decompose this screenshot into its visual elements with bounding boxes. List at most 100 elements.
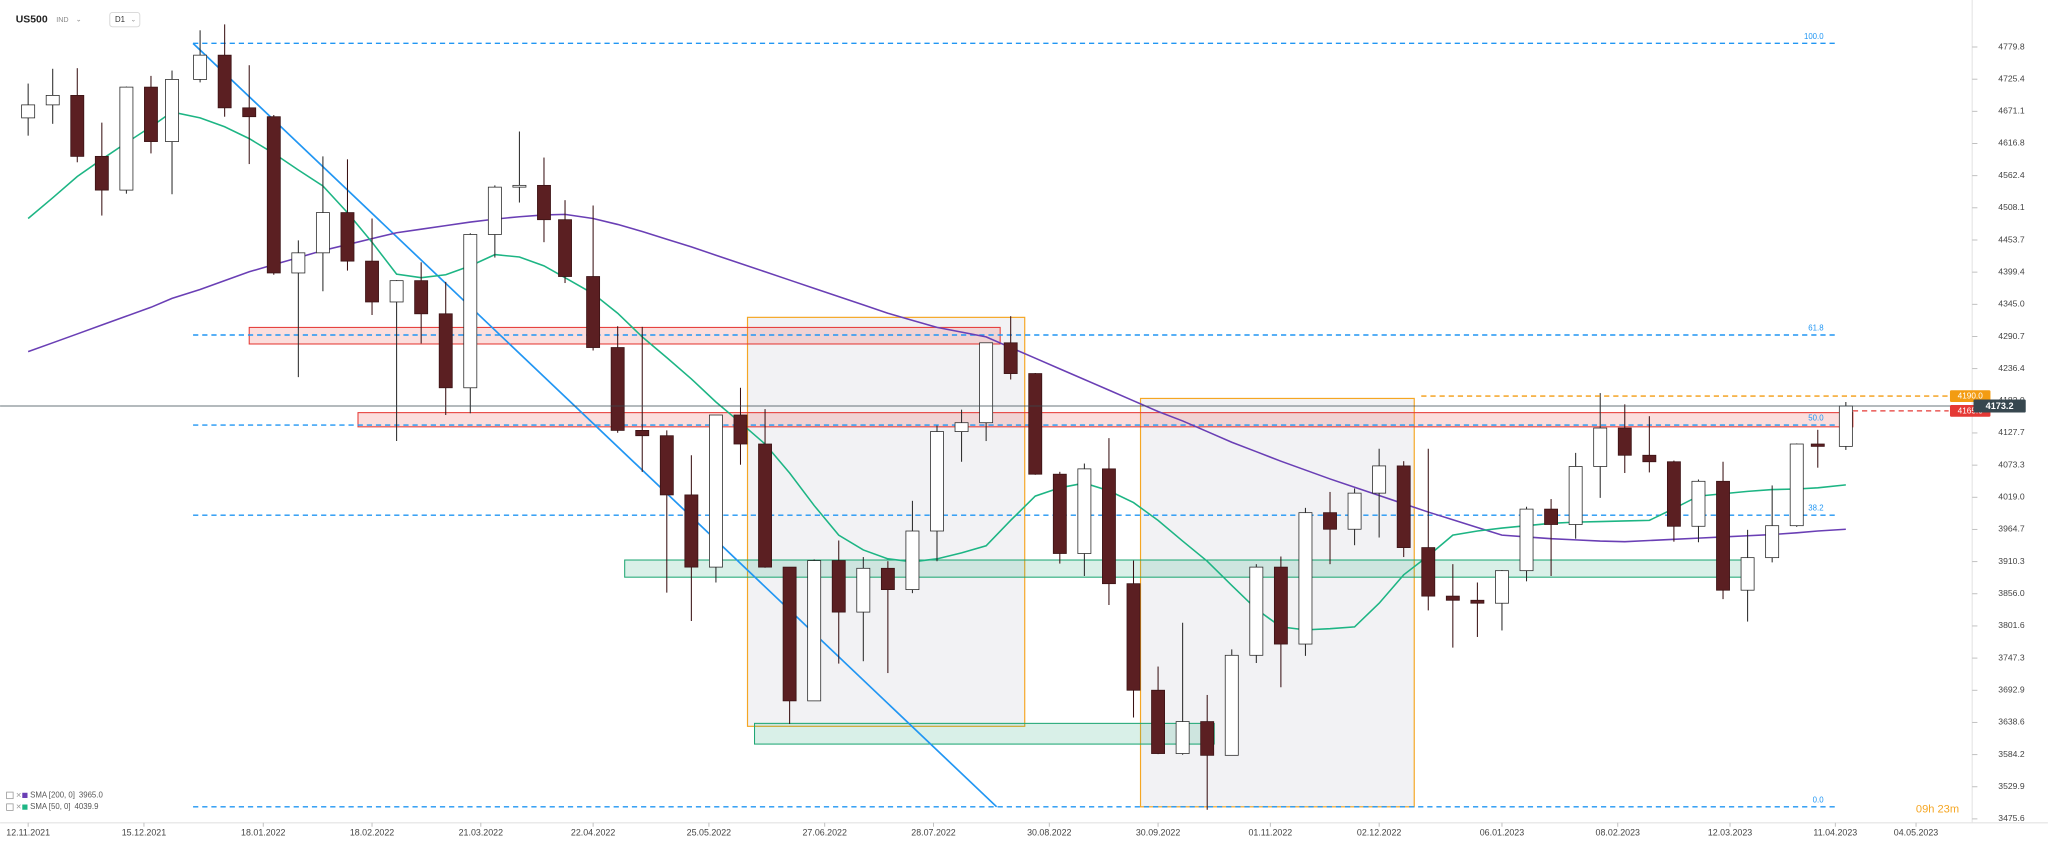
candle-body xyxy=(1495,570,1509,604)
y-tick-label: 3529.9 xyxy=(1998,781,2025,791)
candle-body xyxy=(144,86,158,142)
candle-body xyxy=(365,260,379,303)
y-tick-label: 3475.6 xyxy=(1998,813,2025,823)
y-tick-label: 4399.4 xyxy=(1998,266,2025,276)
legend-value: 3965.0 xyxy=(79,790,104,799)
x-tick-label: 12.03.2023 xyxy=(1708,828,1752,838)
candle-body xyxy=(414,280,429,315)
fib-label: 0.0 xyxy=(1813,795,1825,804)
candle-body xyxy=(930,431,944,532)
legend-name: SMA [200, 0] xyxy=(30,790,75,799)
x-tick-label: 06.01.2023 xyxy=(1480,828,1524,838)
candle-body xyxy=(1445,595,1460,601)
x-tick-label: 22.04.2022 xyxy=(571,828,615,838)
candle-body xyxy=(558,219,572,277)
candle-body xyxy=(21,104,36,119)
y-tick-label: 4671.1 xyxy=(1998,106,2025,116)
y-tick-label: 4073.3 xyxy=(1998,459,2025,469)
legend-name: SMA [50, 0] xyxy=(30,802,70,811)
candle-body xyxy=(1372,465,1387,494)
y-tick-label: 3910.3 xyxy=(1998,556,2025,566)
candle-body xyxy=(1838,405,1853,447)
candle-body xyxy=(1347,492,1362,530)
y-tick-label: 3584.2 xyxy=(1998,749,2025,759)
candle-body xyxy=(463,234,478,389)
sma-line xyxy=(27,213,1846,543)
candle-body xyxy=(659,435,674,496)
candle-body xyxy=(1028,373,1043,475)
fib-label: 50.0 xyxy=(1808,414,1824,423)
candle-body xyxy=(537,184,551,221)
instrument-menu[interactable]: ⌄ xyxy=(76,15,82,23)
candle-body xyxy=(487,186,502,235)
candle-body xyxy=(733,414,748,445)
candle-body xyxy=(119,86,134,191)
price-zone[interactable] xyxy=(248,326,1001,345)
candle-body xyxy=(1151,689,1165,754)
timeframe-dropdown[interactable] xyxy=(109,11,141,28)
candle-body xyxy=(709,414,723,568)
x-tick-label: 25.05.2022 xyxy=(687,828,731,838)
candle-body xyxy=(291,252,306,274)
candle-body xyxy=(1200,721,1215,756)
candle-body xyxy=(758,443,772,568)
fib-label: 100.0 xyxy=(1804,32,1824,41)
y-tick-label: 4779.8 xyxy=(1998,41,2025,51)
instrument-tag: IND xyxy=(56,16,68,24)
candle-body xyxy=(266,116,281,274)
x-tick-label: 18.02.2022 xyxy=(350,828,394,838)
candle-body xyxy=(831,560,846,613)
alert-label[interactable]: 4190.0 xyxy=(1958,392,1984,401)
price-zone[interactable] xyxy=(754,722,1215,745)
y-tick-label: 3638.6 xyxy=(1998,717,2025,727)
y-tick-label: 4508.1 xyxy=(1998,202,2025,212)
y-tick-label: 4236.4 xyxy=(1998,363,2025,373)
candle-body xyxy=(905,530,920,590)
alert-label-box[interactable] xyxy=(1949,390,1991,402)
alert-label[interactable]: 4165.0 xyxy=(1958,406,1984,415)
legend-icon[interactable] xyxy=(6,803,14,811)
candle-body xyxy=(586,276,601,348)
candle-body xyxy=(1421,547,1436,597)
candle-body xyxy=(1102,468,1116,585)
y-tick-label: 4290.7 xyxy=(1998,331,2025,341)
trendline[interactable] xyxy=(192,42,998,808)
timeframe-label[interactable]: D1 xyxy=(115,15,125,24)
y-tick-label: 4616.8 xyxy=(1998,138,2025,148)
x-tick-label: 04.05.2023 xyxy=(1894,828,1938,838)
legend-icon[interactable] xyxy=(6,791,14,800)
candle-body xyxy=(807,560,822,702)
candle-body xyxy=(1740,557,1755,591)
y-tick-label: 4345.0 xyxy=(1998,299,2025,309)
candle-body xyxy=(1544,508,1559,525)
x-tick-label: 11.04.2023 xyxy=(1813,828,1857,838)
candle-body xyxy=(1519,508,1534,572)
last-price-box xyxy=(1973,399,2026,413)
candle-body xyxy=(242,107,257,118)
candle-body xyxy=(1273,566,1288,645)
candle-body xyxy=(1077,468,1092,554)
candle-body xyxy=(1617,427,1632,456)
x-tick-label: 30.08.2022 xyxy=(1027,828,1071,838)
candle-body xyxy=(856,567,871,613)
x-tick-label: 21.03.2022 xyxy=(459,828,503,838)
legend-close[interactable]: ✕ xyxy=(16,791,22,799)
instrument-title[interactable]: US500 xyxy=(16,14,48,25)
candle-body xyxy=(1666,461,1681,527)
x-tick-label: 27.06.2022 xyxy=(802,828,846,838)
candle-body xyxy=(1568,466,1583,525)
legend-close[interactable]: ✕ xyxy=(16,803,22,811)
x-tick-label: 08.02.2023 xyxy=(1596,828,1640,838)
candle-body xyxy=(438,313,453,389)
x-tick-label: 01.11.2022 xyxy=(1248,828,1292,838)
y-tick-label: 4453.7 xyxy=(1998,234,2025,244)
y-tick-label: 3856.0 xyxy=(1998,588,2025,598)
candle-body xyxy=(315,212,330,254)
candle-body xyxy=(1224,654,1239,756)
x-tick-label: 02.12.2022 xyxy=(1357,828,1401,838)
x-tick-label: 18.01.2022 xyxy=(241,828,285,838)
candle-body xyxy=(340,212,355,262)
